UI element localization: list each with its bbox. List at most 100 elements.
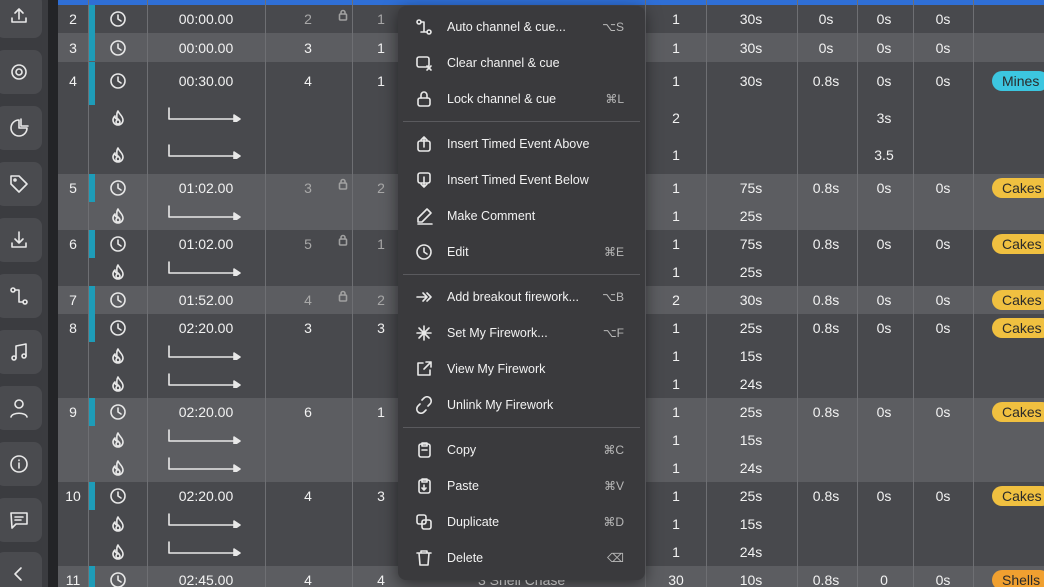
sidebar-icon — [7, 452, 31, 476]
row-time: 00:30.00 — [178, 72, 234, 89]
cell-value: 1 — [672, 11, 680, 27]
cell-value: 0s — [935, 39, 951, 56]
row-marker — [88, 33, 95, 61]
sidebar-button[interactable] — [0, 162, 42, 206]
cell-value: 0s — [935, 72, 951, 89]
sidebar-icon — [7, 172, 31, 196]
cell-value: 1 — [672, 432, 680, 448]
row-number: 4 — [69, 72, 77, 89]
menu-item[interactable]: Set My Firework... ⌥F — [402, 315, 641, 351]
sidebar-button[interactable] — [0, 218, 42, 262]
cell-value: 10s — [739, 572, 763, 587]
menu-item[interactable]: Duplicate ⌘D — [402, 504, 641, 540]
cell-value: 0s — [935, 180, 951, 196]
menu-icon — [415, 477, 433, 495]
cell-value: 1 — [672, 348, 680, 364]
menu-label: Edit — [447, 245, 469, 259]
firework-icon — [109, 146, 127, 164]
cell-value: 24s — [739, 460, 763, 476]
cell-value: 0s — [935, 404, 951, 420]
sidebar-button[interactable] — [0, 386, 42, 430]
cell-value: 30s — [739, 72, 763, 89]
row-time: 00:00.00 — [178, 11, 234, 27]
menu-label: View My Firework — [447, 362, 546, 376]
sidebar-button[interactable] — [0, 106, 42, 150]
firework-icon — [109, 543, 127, 561]
menu-item[interactable]: View My Firework — [402, 351, 641, 387]
menu-item[interactable]: Auto channel & cue... ⌥S — [402, 9, 641, 45]
cell-value: 1 — [672, 488, 680, 504]
sidebar-icon — [7, 228, 31, 252]
menu-label: Insert Timed Event Above — [447, 137, 590, 151]
menu-item[interactable]: Clear channel & cue — [402, 45, 641, 81]
row-marker — [88, 230, 95, 258]
row-cue: 4 — [304, 572, 312, 587]
menu-icon — [415, 549, 433, 567]
cell-value: 1 — [672, 376, 680, 392]
cell-value: 2 — [672, 292, 680, 308]
menu-separator — [403, 427, 640, 428]
column-divider — [706, 0, 707, 587]
sidebar-button[interactable] — [0, 442, 42, 486]
menu-item[interactable]: Unlink My Firework — [402, 387, 641, 423]
cell-value: 0.8s — [812, 320, 840, 336]
menu-item[interactable]: Make Comment — [402, 198, 641, 234]
cell-value: 0s — [818, 11, 834, 27]
menu-item[interactable]: Insert Timed Event Above — [402, 126, 641, 162]
cell-value: 24s — [739, 376, 763, 392]
sidebar-button[interactable] — [0, 498, 42, 542]
cell-value: 3.5 — [874, 147, 894, 164]
row-time: 02:20.00 — [178, 320, 234, 336]
menu-label: Lock channel & cue — [447, 92, 557, 106]
link-arrow — [166, 106, 244, 124]
sidebar-button[interactable] — [0, 552, 42, 587]
lock-icon — [338, 289, 348, 302]
menu-item[interactable]: Lock channel & cue ⌘L — [402, 81, 641, 117]
menu-item[interactable]: Insert Timed Event Below — [402, 162, 641, 198]
cell-value: 0s — [935, 11, 951, 27]
menu-item[interactable]: Add breakout firework... ⌥B — [402, 279, 641, 315]
menu-shortcut: ⌘V — [603, 479, 624, 493]
link-arrow — [166, 372, 244, 390]
clock-icon — [109, 179, 127, 197]
row-time: 00:00.00 — [178, 39, 234, 56]
cell-value: 25s — [739, 488, 763, 504]
sidebar-icon — [7, 562, 31, 586]
menu-separator — [403, 121, 640, 122]
sidebar-button[interactable] — [0, 50, 42, 94]
firework-icon — [109, 375, 127, 393]
lock-icon — [338, 8, 348, 21]
menu-item[interactable]: Delete ⌫ — [402, 540, 641, 576]
row-cue: 4 — [304, 292, 312, 308]
cell-value: 0s — [876, 320, 892, 336]
cell-value: 0.8s — [812, 404, 840, 420]
row-number: 3 — [69, 39, 77, 56]
cell-value: 25s — [739, 208, 763, 224]
cell-value: 1 — [672, 147, 680, 164]
row-channel: 4 — [377, 572, 385, 587]
menu-icon — [415, 171, 433, 189]
menu-icon — [415, 18, 433, 36]
menu-label: Unlink My Firework — [447, 398, 554, 412]
row-marker — [88, 398, 95, 426]
row-cue: 4 — [304, 488, 312, 504]
menu-item[interactable]: Edit ⌘E — [402, 234, 641, 270]
sidebar-button[interactable] — [0, 274, 42, 318]
menu-item[interactable]: Copy ⌘C — [402, 432, 641, 468]
sidebar-button[interactable] — [0, 330, 42, 374]
selection-strip — [58, 0, 1044, 5]
menu-shortcut: ⌘L — [605, 92, 624, 106]
row-number: 8 — [69, 320, 77, 336]
cell-value: 0s — [935, 572, 951, 587]
sidebar-button[interactable] — [0, 0, 42, 38]
row-time: 01:02.00 — [178, 236, 234, 252]
clock-icon — [109, 571, 127, 587]
category-tag: Cakes — [992, 178, 1044, 198]
cell-value: 1 — [672, 72, 680, 89]
firework-icon — [109, 459, 127, 477]
menu-item[interactable]: Paste ⌘V — [402, 468, 641, 504]
row-marker — [88, 314, 95, 342]
cell-value: 0.8s — [812, 572, 840, 587]
sidebar-divider — [48, 0, 58, 587]
